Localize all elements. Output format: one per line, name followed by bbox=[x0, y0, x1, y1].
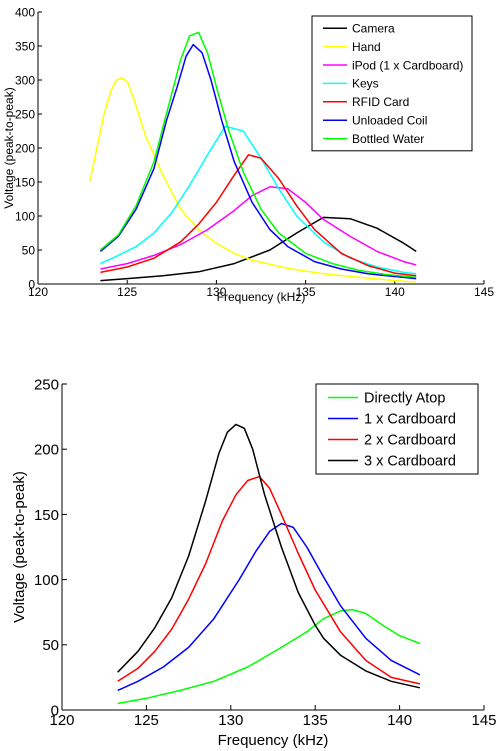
y-tick-label: 0 bbox=[51, 702, 59, 719]
x-axis-label: Frequency (kHz) bbox=[218, 732, 329, 749]
series-line-ipod-1-x-cardboard bbox=[100, 186, 417, 270]
series-line-2-x-cardboard bbox=[117, 475, 421, 685]
series-line-camera bbox=[100, 216, 417, 282]
x-tick-label: 145 bbox=[471, 712, 496, 729]
series-line-3-x-cardboard bbox=[117, 423, 421, 689]
y-tick-label: 0 bbox=[28, 277, 35, 291]
series-line-directly-atop bbox=[117, 608, 421, 705]
legend-label: 2 x Cardboard bbox=[364, 433, 456, 449]
series-line-bottled-water bbox=[99, 31, 417, 278]
legend: Directly Atop 1 x Cardboard 2 x Cardboard 3… bbox=[315, 383, 479, 475]
legend-label: RFID Card bbox=[352, 95, 409, 109]
x-tick-label: 130 bbox=[206, 285, 226, 299]
x-tick-label: 145 bbox=[474, 285, 494, 299]
y-tick-label: 400 bbox=[15, 5, 35, 19]
y-axis-label: Voltage (peak-to-peak) bbox=[2, 87, 16, 208]
x-axis-label: Frequency (kHz) bbox=[217, 290, 306, 304]
series-line-unloaded-coil bbox=[99, 43, 417, 280]
y-tick-label: 100 bbox=[34, 572, 59, 589]
x-tick-label: 125 bbox=[134, 712, 159, 729]
legend-label: Bottled Water bbox=[352, 132, 424, 146]
y-tick-label: 150 bbox=[15, 175, 35, 189]
legend-label: Hand bbox=[352, 40, 381, 54]
chart-2: 120 125 130 135 140 145 0 50 100 150 200 250 Frequen… bbox=[11, 376, 497, 749]
legend-label: Directly Atop bbox=[364, 391, 445, 407]
x-tick-label: 120 bbox=[28, 285, 48, 299]
x-tick-label: 120 bbox=[49, 712, 74, 729]
y-tick-label: 300 bbox=[15, 73, 35, 87]
x-tick-label: 135 bbox=[303, 712, 328, 729]
legend-label: Camera bbox=[352, 22, 395, 36]
y-tick-label: 200 bbox=[15, 141, 35, 155]
legend-label: Unloaded Coil bbox=[352, 114, 427, 128]
legend-label: Keys bbox=[352, 77, 379, 91]
series-line-1-x-cardboard bbox=[117, 522, 421, 692]
y-tick-label: 200 bbox=[34, 442, 59, 459]
legend-label: iPod (1 x Cardboard) bbox=[352, 58, 463, 72]
legend-label: 3 x Cardboard bbox=[364, 454, 456, 470]
series-line-rfid-card bbox=[100, 154, 417, 277]
y-axis-label: Voltage (peak-to-peak) bbox=[11, 471, 28, 623]
legend-box bbox=[315, 383, 479, 475]
legend: Camera Hand iPod (1 x Cardboard) Keys RFID C… bbox=[311, 15, 473, 152]
x-tick-label: 135 bbox=[296, 285, 316, 299]
x-tick-label: 140 bbox=[385, 285, 405, 299]
y-tick-label: 50 bbox=[22, 243, 36, 257]
y-tick-label: 50 bbox=[42, 637, 59, 654]
x-tick-label: 140 bbox=[387, 712, 412, 729]
series-line-hand bbox=[88, 77, 417, 283]
legend-label: 1 x Cardboard bbox=[364, 412, 456, 428]
x-tick-label: 125 bbox=[117, 285, 137, 299]
y-tick-label: 100 bbox=[15, 209, 35, 223]
chart-1: 120 125 130 135 140 145 0 50 100 150 200 250 300 350 4… bbox=[2, 5, 494, 304]
y-tick-label: 350 bbox=[15, 39, 35, 53]
y-tick-label: 250 bbox=[34, 376, 59, 393]
y-tick-label: 150 bbox=[34, 507, 59, 524]
x-tick-label: 130 bbox=[218, 712, 243, 729]
y-tick-label: 250 bbox=[15, 107, 35, 121]
